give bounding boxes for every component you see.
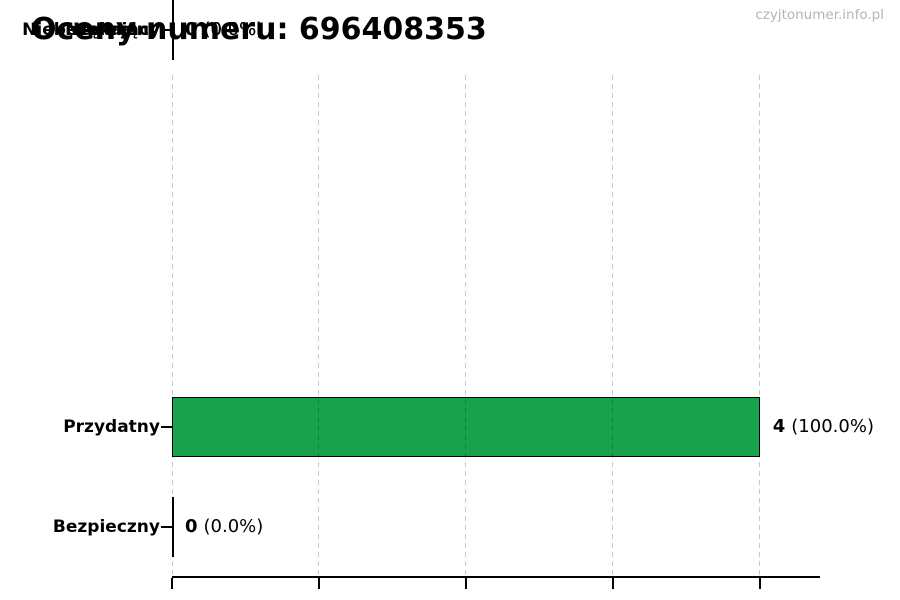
bar <box>172 497 174 557</box>
value-count: 0 <box>185 19 198 40</box>
value-count: 0 <box>185 19 198 40</box>
x-axis-tick <box>171 578 173 589</box>
x-axis-tick <box>317 578 320 589</box>
value-label: 0 (0.0%) <box>185 497 263 557</box>
x-axis-line <box>172 576 820 578</box>
value-label: 0 (0.0%) <box>185 0 263 60</box>
value-count: 0 <box>185 19 198 40</box>
value-percent: (0.0%) <box>203 19 264 40</box>
value-label: 4 (100.0%) <box>773 397 874 457</box>
category-label: Nękający <box>73 20 160 40</box>
category-label: Neutralny <box>65 20 160 40</box>
bar <box>172 0 174 60</box>
bar-row: Przydatny 4 (100.0%) <box>0 397 900 457</box>
value-count: 4 <box>772 416 786 437</box>
bar-row: Bezpieczny 0 (0.0%) <box>0 497 900 557</box>
x-axis-tick <box>464 578 467 589</box>
category-label: Bezpieczny <box>52 517 160 537</box>
category-label: Przydatny <box>63 417 160 437</box>
value-percent: (0.0%) <box>203 19 264 40</box>
x-axis-tick <box>758 578 761 589</box>
page-title: Oceny numeru: 696408353 <box>31 12 487 47</box>
value-percent: (0.0%) <box>203 19 264 40</box>
category-label: Niebezpieczny <box>22 20 160 40</box>
value-label: 0 (0.0%) <box>185 0 263 60</box>
bar-row: Niebezpieczny 0 (0.0%) <box>0 0 900 60</box>
x-axis-tick <box>611 578 614 589</box>
watermark: czyjtonumer.info.pl <box>755 7 884 23</box>
bar <box>172 397 760 457</box>
value-count: 0 <box>185 516 198 537</box>
value-percent: (0.0%) <box>203 516 264 537</box>
value-percent: (100.0%) <box>791 416 874 437</box>
y-axis-tick <box>161 426 172 428</box>
y-axis-tick <box>161 526 172 528</box>
value-label: 0 (0.0%) <box>185 0 263 60</box>
bar-row: Neutralny 0 (0.0%) <box>0 0 900 60</box>
y-axis-tick <box>161 29 172 31</box>
